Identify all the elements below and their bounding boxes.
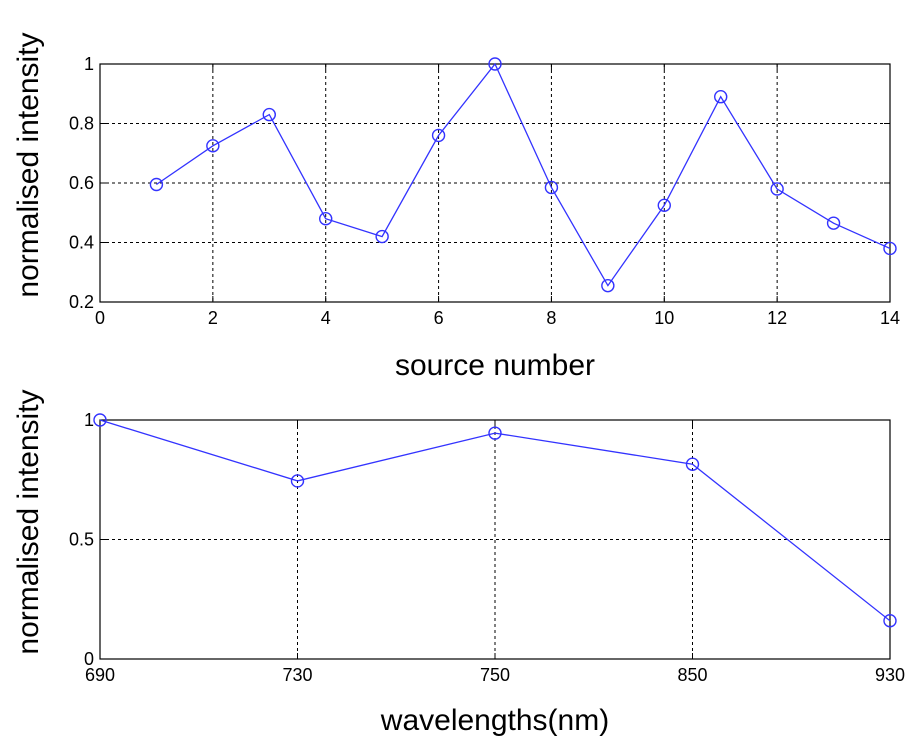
data-point-marker — [375, 229, 389, 244]
plot-area — [100, 420, 890, 659]
y-tick-label: 0.6 — [69, 173, 94, 193]
plot-area — [100, 64, 890, 302]
x-tick-label: 14 — [880, 308, 900, 328]
chart-source-number: 0 2 4 6 8 10 12 14 0.2 0.4 0.6 0.8 1 — [69, 54, 900, 328]
x-tick-label: 6 — [434, 308, 444, 328]
y-tick-label: 0.4 — [69, 233, 94, 253]
x-tick-label: 730 — [282, 665, 312, 685]
x-axis-label-source-number: source number — [395, 349, 595, 382]
data-point-marker — [685, 457, 700, 471]
x-tick-label: 8 — [546, 308, 556, 328]
data-point-marker — [714, 90, 728, 104]
data-point-marker — [93, 413, 107, 427]
data-point-marker — [149, 177, 164, 192]
y-tick-label: 1 — [84, 54, 94, 74]
x-tick-label: 750 — [480, 665, 510, 685]
data-point-marker — [488, 426, 502, 440]
series-line — [156, 62, 891, 287]
y-axis-label-bottom: normalised intensity — [12, 389, 45, 654]
x-tick-label: 850 — [677, 665, 707, 685]
y-tick-label: 1 — [84, 410, 94, 430]
y-axis-label-top: normalised intensity — [12, 32, 45, 297]
x-tick-label: 0 — [95, 308, 105, 328]
data-point-marker — [770, 182, 784, 196]
x-axis-label-wavelengths: wavelengths(nm) — [380, 704, 609, 737]
y-tick-label: 0.5 — [69, 530, 94, 550]
data-point-marker — [319, 211, 333, 226]
y-tick-label: 0.8 — [69, 114, 94, 134]
series-line — [99, 419, 891, 622]
data-point-marker — [488, 57, 502, 71]
data-point-marker — [206, 139, 220, 153]
data-point-marker — [657, 198, 671, 213]
data-point-marker — [544, 180, 559, 195]
data-point-marker — [826, 216, 841, 230]
data-point-marker — [883, 241, 897, 256]
x-tick-label: 10 — [654, 308, 674, 328]
data-point-marker — [262, 107, 276, 122]
y-tick-label: 0.2 — [69, 292, 94, 312]
chart-wavelengths: 690 730 750 850 930 0 0.5 1 — [69, 410, 905, 685]
y-tick-label: 0 — [84, 649, 94, 669]
x-tick-label: 930 — [875, 665, 905, 685]
data-point-marker — [290, 474, 305, 488]
data-point-marker — [601, 278, 615, 293]
x-tick-label: 2 — [208, 308, 218, 328]
data-point-marker — [431, 128, 446, 143]
x-tick-label: 690 — [85, 665, 115, 685]
x-tick-label: 12 — [767, 308, 787, 328]
data-point-marker — [883, 614, 897, 628]
x-tick-label: 4 — [321, 308, 331, 328]
